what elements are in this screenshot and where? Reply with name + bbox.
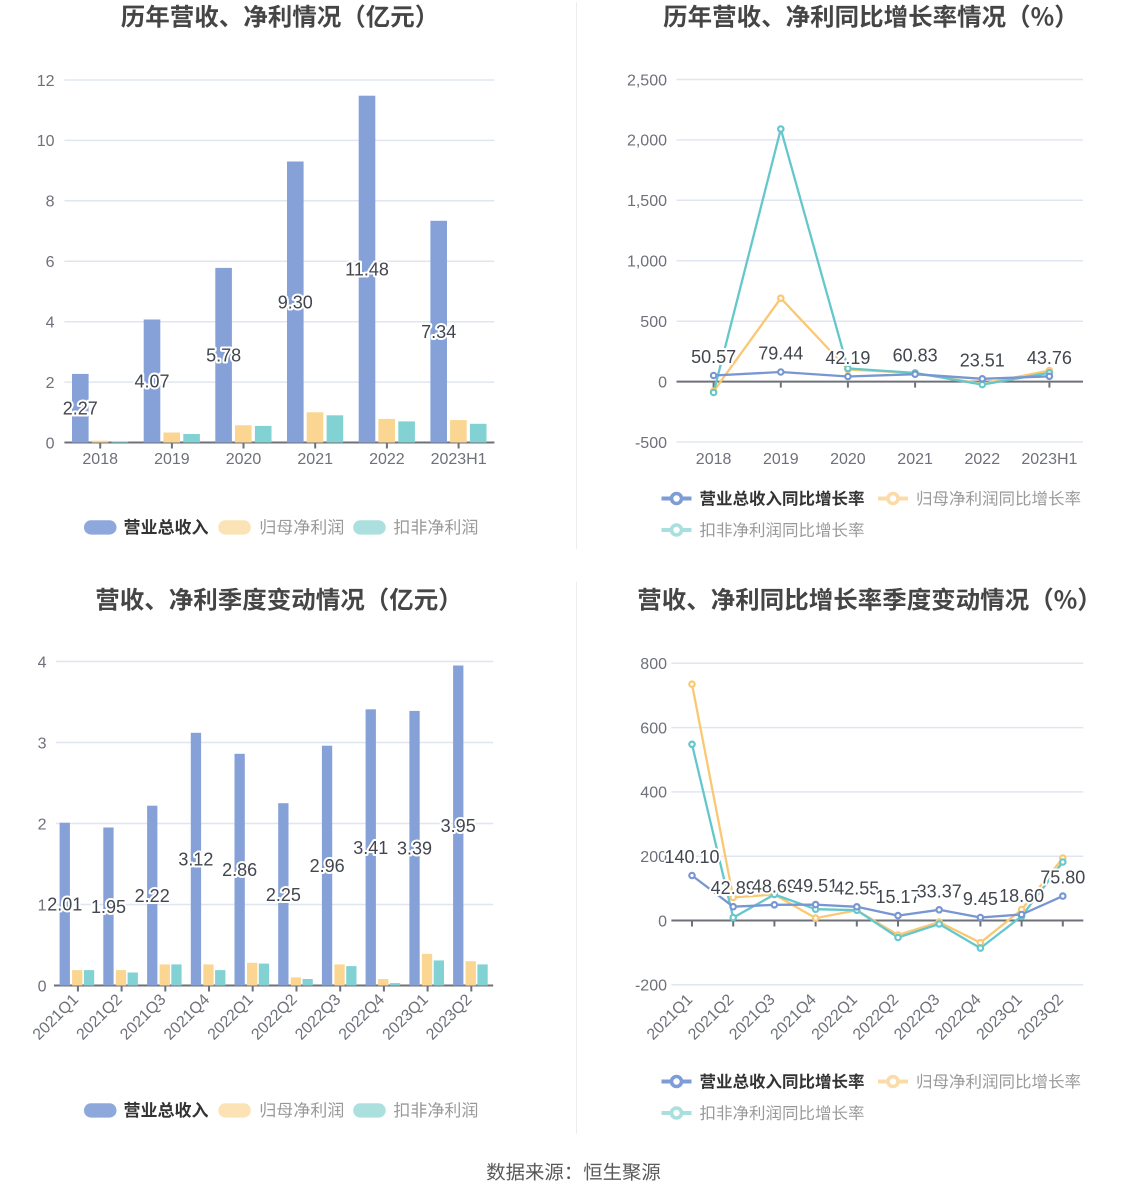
svg-text:4: 4 <box>38 654 47 671</box>
svg-text:2019: 2019 <box>763 451 799 468</box>
svg-text:7.34: 7.34 <box>421 322 456 342</box>
svg-text:2018: 2018 <box>696 451 732 468</box>
svg-text:2020: 2020 <box>226 451 262 468</box>
svg-text:3.12: 3.12 <box>178 850 213 870</box>
svg-text:15.17: 15.17 <box>875 887 920 907</box>
svg-text:400: 400 <box>640 785 667 802</box>
svg-text:9.45: 9.45 <box>963 889 998 909</box>
svg-text:6: 6 <box>46 254 55 271</box>
svg-text:200: 200 <box>640 849 667 866</box>
svg-text:49.51: 49.51 <box>793 876 838 896</box>
svg-text:0: 0 <box>658 374 667 391</box>
svg-text:2: 2 <box>46 375 55 392</box>
svg-text:3: 3 <box>38 735 47 752</box>
svg-text:2.96: 2.96 <box>310 856 345 876</box>
svg-text:3.39: 3.39 <box>397 839 432 859</box>
svg-text:2.86: 2.86 <box>222 860 257 880</box>
svg-text:2,500: 2,500 <box>627 72 667 89</box>
svg-text:-500: -500 <box>635 435 667 452</box>
svg-text:43.76: 43.76 <box>1027 348 1072 368</box>
svg-text:33.37: 33.37 <box>917 881 962 901</box>
svg-text:2.01: 2.01 <box>47 895 82 915</box>
svg-text:1,000: 1,000 <box>627 254 667 271</box>
svg-text:2.25: 2.25 <box>266 885 301 905</box>
svg-text:3.95: 3.95 <box>441 816 476 836</box>
svg-text:2.22: 2.22 <box>135 886 170 906</box>
svg-text:2: 2 <box>38 816 47 833</box>
svg-text:42.19: 42.19 <box>825 348 870 368</box>
svg-text:-200: -200 <box>635 978 667 995</box>
svg-text:140.10: 140.10 <box>664 847 719 867</box>
svg-text:42.55: 42.55 <box>834 878 879 898</box>
svg-text:4.07: 4.07 <box>134 372 169 392</box>
svg-text:0: 0 <box>46 435 55 452</box>
svg-text:2022: 2022 <box>369 451 405 468</box>
svg-text:2022: 2022 <box>965 451 1001 468</box>
svg-text:10: 10 <box>37 133 55 150</box>
svg-text:42.89: 42.89 <box>711 878 756 898</box>
svg-text:48.69: 48.69 <box>752 876 797 896</box>
svg-text:2020: 2020 <box>830 451 866 468</box>
svg-text:1: 1 <box>38 897 47 914</box>
svg-text:0: 0 <box>658 913 667 930</box>
svg-text:2023H1: 2023H1 <box>1021 451 1077 468</box>
svg-text:1.95: 1.95 <box>91 897 126 917</box>
svg-text:75.80: 75.80 <box>1040 868 1085 888</box>
svg-text:800: 800 <box>640 656 667 673</box>
svg-text:2021: 2021 <box>297 451 333 468</box>
svg-text:2023H1: 2023H1 <box>431 451 487 468</box>
svg-text:11.48: 11.48 <box>345 260 389 280</box>
svg-text:60.83: 60.83 <box>893 346 938 366</box>
svg-text:3.41: 3.41 <box>353 838 388 858</box>
svg-text:2,000: 2,000 <box>627 133 667 150</box>
svg-text:2019: 2019 <box>154 451 190 468</box>
svg-text:2.27: 2.27 <box>63 399 98 419</box>
svg-text:2018: 2018 <box>82 451 118 468</box>
svg-text:500: 500 <box>640 314 667 331</box>
svg-text:1,500: 1,500 <box>627 193 667 210</box>
svg-text:5.78: 5.78 <box>206 346 241 366</box>
svg-text:0: 0 <box>38 978 47 995</box>
svg-text:2021: 2021 <box>897 451 933 468</box>
svg-text:8: 8 <box>46 194 55 211</box>
svg-text:18.60: 18.60 <box>999 886 1044 906</box>
svg-text:23.51: 23.51 <box>960 350 1005 370</box>
svg-text:50.57: 50.57 <box>691 347 736 367</box>
svg-text:9.30: 9.30 <box>278 293 313 313</box>
svg-text:79.44: 79.44 <box>758 344 803 364</box>
svg-text:12: 12 <box>37 73 55 90</box>
svg-text:4: 4 <box>46 315 55 332</box>
svg-text:600: 600 <box>640 720 667 737</box>
